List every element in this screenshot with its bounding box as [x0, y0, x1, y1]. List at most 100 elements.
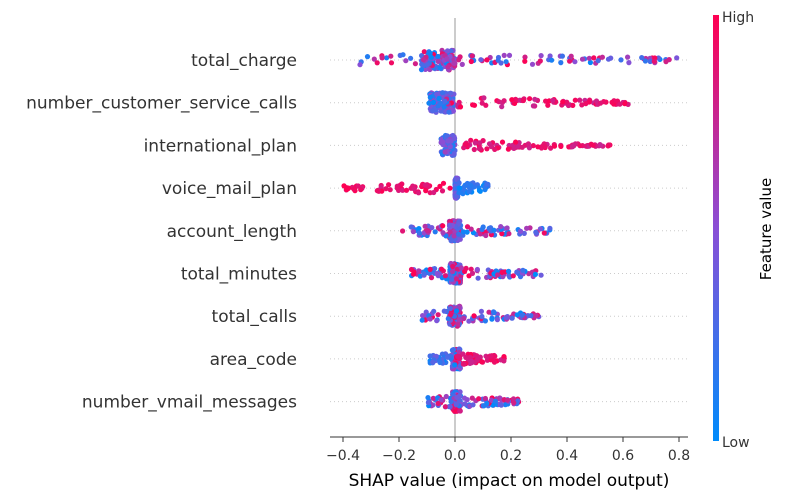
shap-point	[418, 67, 425, 73]
shap-point	[447, 185, 453, 191]
shap-point	[416, 226, 422, 232]
shap-point	[532, 96, 538, 102]
shap-point	[457, 408, 463, 414]
shap-point	[520, 97, 527, 104]
shap-point	[437, 359, 443, 366]
shap-point	[421, 49, 427, 55]
shap-point	[499, 231, 505, 237]
shap-point	[533, 313, 539, 319]
shap-point	[504, 397, 511, 403]
shap-point	[445, 316, 451, 322]
shap-point	[488, 143, 494, 149]
shap-point	[506, 231, 512, 237]
shap-point	[518, 228, 524, 234]
shap-point	[463, 265, 469, 271]
shap-point	[420, 313, 426, 319]
colorbar-low-label: Low	[722, 435, 750, 451]
shap-point	[441, 104, 447, 110]
shap-point	[435, 58, 441, 64]
shap-point	[479, 313, 485, 320]
shap-point	[572, 97, 578, 103]
shap-point	[595, 58, 601, 64]
colorbar-high-label: High	[722, 10, 754, 26]
colorbar: High Low Feature value	[713, 10, 775, 451]
shap-point	[452, 362, 458, 368]
shap-point	[503, 59, 509, 65]
shap-point	[371, 56, 377, 62]
shap-point	[527, 96, 533, 102]
shap-point	[639, 55, 645, 61]
shap-point	[457, 54, 463, 60]
shap-point	[489, 316, 495, 322]
shap-point	[484, 146, 490, 152]
feature-label: total_charge	[191, 51, 297, 71]
shap-point	[420, 57, 426, 63]
shap-point	[622, 101, 628, 107]
shap-point	[476, 396, 482, 402]
shap-point	[351, 186, 357, 192]
shap-point	[478, 359, 485, 365]
shap-point	[577, 97, 583, 103]
shap-point	[453, 276, 460, 282]
shap-point	[446, 222, 453, 228]
shap-point	[514, 269, 520, 275]
shap-point	[423, 188, 429, 194]
shap-point	[444, 48, 451, 54]
shap-point	[470, 102, 476, 108]
shap-point	[435, 400, 441, 407]
shap-point	[504, 225, 510, 231]
shap-point	[510, 396, 517, 402]
shap-point	[467, 354, 473, 360]
shap-point	[498, 402, 504, 408]
shap-point	[464, 224, 471, 230]
shap-point	[461, 361, 467, 367]
x-tick-label: 0.8	[668, 448, 690, 464]
x-tick-label: 0.0	[444, 448, 466, 464]
shap-point	[466, 188, 472, 195]
shap-point	[468, 58, 474, 65]
shap-point	[430, 99, 437, 106]
shap-point	[472, 140, 478, 146]
shap-point	[432, 266, 438, 272]
shap-point	[572, 59, 578, 65]
shap-point	[522, 54, 528, 60]
shap-point	[358, 187, 364, 193]
shap-point	[494, 317, 500, 323]
shap-point	[550, 97, 556, 103]
shap-point	[460, 351, 466, 357]
shap-point	[605, 143, 611, 149]
shap-point	[450, 347, 457, 353]
feature-points-total_calls	[419, 303, 542, 329]
shap-point	[388, 53, 394, 59]
shap-point	[545, 102, 551, 108]
shap-point	[593, 98, 600, 104]
shap-point	[481, 95, 487, 101]
feature-points-area_code	[427, 346, 507, 372]
shap-point	[438, 397, 444, 403]
shap-point	[549, 57, 555, 63]
shap-point	[440, 90, 446, 96]
shap-point	[451, 151, 457, 157]
shap-point	[609, 99, 615, 105]
shap-point	[357, 62, 363, 68]
shap-point	[456, 180, 462, 186]
shap-point	[522, 58, 528, 64]
shap-point	[468, 137, 474, 143]
shap-point	[674, 55, 680, 61]
shap-point	[564, 99, 570, 105]
shap-point	[655, 55, 662, 61]
shap-point	[526, 145, 533, 151]
shap-point	[559, 53, 566, 59]
x-axis: −0.4 −0.2 0.0 0.2 0.4 0.6 0.8	[326, 436, 690, 464]
shap-point	[509, 97, 515, 103]
shap-point	[492, 398, 498, 404]
shap-point	[419, 317, 425, 323]
shap-point	[441, 308, 447, 314]
colorbar-gradient	[713, 15, 719, 441]
shap-point	[530, 143, 536, 149]
shap-point	[501, 98, 507, 104]
shap-point	[647, 58, 653, 65]
shap-point	[506, 272, 512, 279]
shap-point	[470, 402, 476, 408]
